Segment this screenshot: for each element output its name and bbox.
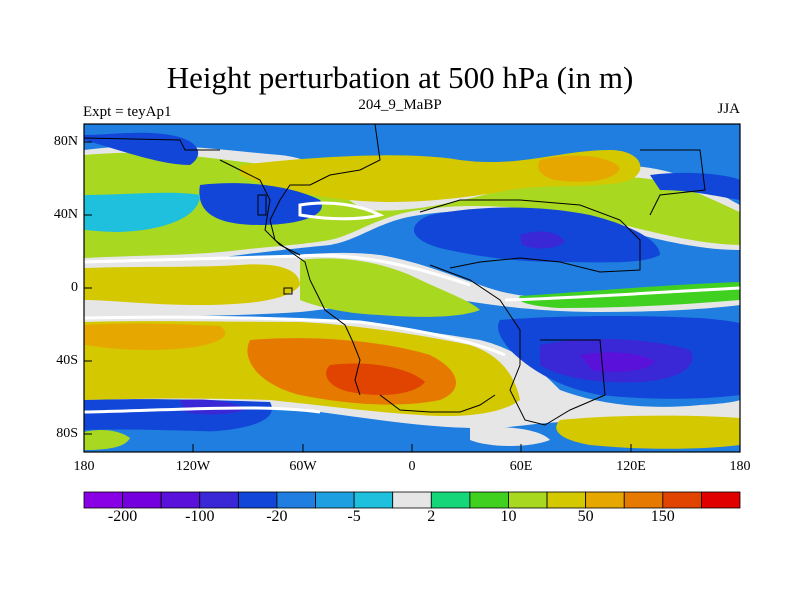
colorbar-swatch-3 [199, 491, 239, 509]
zero-contours [84, 201, 740, 414]
field-southern-high-west [84, 323, 226, 350]
lon-label-60e: 60E [509, 459, 533, 474]
field-north-blue [84, 124, 740, 149]
field-antarctic-high-east [556, 415, 740, 449]
colorbar-swatch-8 [392, 491, 432, 509]
coast-americas-west [219, 159, 301, 256]
field-high-core [538, 155, 620, 182]
field-tropical-pacific [84, 264, 300, 305]
case-label: 204_9_MaBP [358, 97, 442, 113]
colorbar-label-6: 50 [577, 508, 594, 525]
colorbar [83, 491, 741, 509]
field-low-north-pacific [84, 192, 200, 232]
colorbar-swatch-1 [122, 491, 162, 509]
colorbar-swatch-11 [508, 491, 548, 509]
colorbar-swatch-4 [237, 491, 278, 509]
axis-ticks [83, 141, 741, 452]
coast-island-1 [257, 194, 267, 216]
lat-label-0: 0 [71, 280, 78, 295]
lon-label-120e: 120E [616, 459, 646, 474]
colorbar-swatch-5 [276, 491, 316, 509]
coast-south-cape [379, 394, 496, 413]
colorbar-swatch-9 [430, 491, 471, 509]
field-southern-high-core [326, 363, 425, 395]
lon-label-120w: 120W [175, 459, 211, 474]
colorbar-label-7: 150 [650, 508, 675, 525]
lat-label-80s: 80S [56, 426, 78, 441]
coast-north-east [640, 149, 706, 216]
field-low-asia-core [520, 231, 565, 249]
field-tropical-positive [300, 258, 480, 317]
field-low-north-america [199, 183, 322, 225]
colorbar-label-3: -5 [347, 508, 361, 525]
lon-label-180e: 180 [729, 459, 751, 474]
coast-africa [429, 264, 546, 426]
field-antarctic-zero [470, 426, 550, 446]
coast-eurasia [419, 199, 641, 273]
zero-contour-4 [84, 406, 321, 414]
colorbar-label-2: -20 [266, 508, 288, 525]
field-low-north-west [84, 132, 199, 165]
lon-label-0: 0 [408, 459, 416, 474]
zero-contour-1 [84, 253, 471, 287]
colorbar-swatch-12 [546, 491, 587, 509]
colorbar-label-5: 10 [500, 508, 517, 525]
colorbar-swatch-15 [662, 491, 702, 509]
lon-label-60w: 60W [289, 459, 317, 474]
colorbar-swatch-13 [585, 491, 625, 509]
colorbar-swatch-2 [160, 491, 201, 509]
colorbar-swatch-7 [353, 491, 394, 509]
season-label: JJA [717, 101, 740, 117]
coast-island-2 [283, 287, 293, 295]
colorbar-swatch-0 [83, 491, 123, 509]
lon-label-180w: 180 [73, 459, 95, 474]
colorbar-swatch-10 [469, 491, 509, 509]
lat-label-40s: 40S [56, 353, 78, 368]
lat-label-80n: 80N [53, 134, 78, 149]
coast-north-west [84, 137, 220, 151]
zero-contour-3 [504, 286, 740, 302]
field-southern-low-core [580, 352, 655, 372]
colorbar-swatch-14 [623, 491, 664, 509]
experiment-label: Expt = teyAp1 [83, 104, 172, 120]
field-antarctic-high-west [84, 430, 130, 450]
colorbar-swatch-6 [315, 491, 355, 509]
zero-contour-2 [84, 315, 506, 357]
contour-field [84, 124, 740, 452]
colorbar-label-1: -100 [185, 508, 215, 525]
colorbar-swatch-16 [701, 491, 741, 509]
zero-contour-5 [298, 201, 385, 221]
colorbar-label-0: -200 [107, 508, 138, 525]
coastlines [84, 124, 706, 426]
coast-australia [540, 339, 606, 426]
field-low-north-east [650, 172, 740, 200]
colorbar-label-4: 2 [427, 508, 436, 525]
lat-label-40n: 40N [53, 207, 78, 222]
map-title: Height perturbation at 500 hPa (in m) [166, 60, 634, 95]
